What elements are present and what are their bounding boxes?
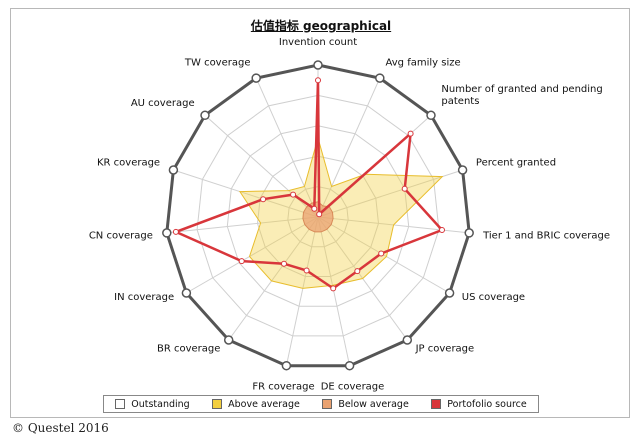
legend-item-portfolio-source[interactable]: Portofolio source <box>431 398 527 410</box>
axis-label-0: Invention count <box>279 37 357 48</box>
point-portfolio-source-3 <box>401 185 408 192</box>
point-outstanding-0 <box>313 60 323 70</box>
grid-ring-4 <box>196 94 440 337</box>
point-portfolio-source-14 <box>311 205 318 212</box>
legend-label-portfolio-source: Portofolio source <box>447 398 527 410</box>
axis-label-6: JP coverage <box>415 343 475 354</box>
series-area-above-average <box>238 136 444 289</box>
point-portfolio-source-4 <box>439 227 445 233</box>
point-portfolio-source-2 <box>407 130 414 137</box>
point-outstanding-11 <box>162 228 172 238</box>
legend-item-outstanding[interactable]: Outstanding <box>115 398 190 410</box>
axis-label-9: BR coverage <box>157 343 220 354</box>
axis-label-1: Avg family size <box>386 57 461 68</box>
point-portfolio-source-1 <box>316 211 323 218</box>
axis-label-8: FR coverage <box>252 381 314 392</box>
axis-label-3: Percent granted <box>476 158 556 169</box>
axis-label-10: IN coverage <box>114 292 174 303</box>
legend-swatch-outstanding <box>115 399 126 409</box>
axis-label-13: AU coverage <box>131 98 195 109</box>
axis-label-4: Tier 1 and BRIC coverage <box>482 230 610 241</box>
legend-swatch-below-average <box>322 399 333 409</box>
radar-chart: Invention count Avg family size Number of … <box>89 37 610 392</box>
point-portfolio-source-10 <box>238 258 245 265</box>
series-line-outstanding <box>165 63 471 368</box>
point-outstanding-12 <box>168 165 179 175</box>
axis-spoke-3 <box>317 169 463 218</box>
axis-label-5: US coverage <box>462 292 525 303</box>
axis-spoke-1 <box>317 77 381 218</box>
point-outstanding-14 <box>251 73 261 83</box>
legend-swatch-above-average <box>212 399 223 409</box>
legend: Outstanding Above average Below average … <box>103 395 539 413</box>
point-outstanding-3 <box>457 165 468 175</box>
point-outstanding-9 <box>223 335 234 345</box>
legend-label-above-average: Above average <box>228 398 300 410</box>
axis-label-11: CN coverage <box>89 230 153 241</box>
point-portfolio-source-11 <box>172 228 179 235</box>
axis-spoke-8 <box>285 216 319 366</box>
point-portfolio-source-0 <box>315 77 321 84</box>
point-outstanding-2 <box>426 110 436 121</box>
point-outstanding-1 <box>375 73 385 83</box>
point-outstanding-5 <box>444 288 455 298</box>
point-outstanding-10 <box>181 288 192 298</box>
chart-title: 估值指标 geographical <box>250 19 392 33</box>
grid-ring-3 <box>226 125 410 307</box>
axis-spoke-9 <box>228 216 319 341</box>
legend-label-outstanding: Outstanding <box>131 398 190 410</box>
legend-swatch-portfolio-source <box>431 399 442 409</box>
legend-item-above-average[interactable]: Above average <box>212 399 300 410</box>
axis-spoke-5 <box>317 216 450 294</box>
axis-spoke-14 <box>255 77 319 218</box>
chart-frame: 估值指标 geographical Invention count Avg fam… <box>10 8 630 418</box>
legend-label-below-average: Below average <box>338 398 409 410</box>
grid-ring-2 <box>256 155 380 277</box>
point-outstanding-8 <box>281 360 292 371</box>
axis-label-12: KR coverage <box>97 158 160 169</box>
point-portfolio-source-6 <box>354 268 361 275</box>
axis-spoke-7 <box>317 216 351 366</box>
point-portfolio-source-5 <box>378 250 385 257</box>
axis-spoke-10 <box>186 216 319 294</box>
point-outstanding-13 <box>200 110 210 121</box>
point-outstanding-7 <box>344 360 355 371</box>
copyright-text: © Questel 2016 <box>12 421 109 435</box>
point-portfolio-source-8 <box>303 267 310 274</box>
point-portfolio-source-12 <box>260 196 267 203</box>
point-outstanding-4 <box>464 228 474 238</box>
grid-ring-1 <box>287 186 349 248</box>
axis-spoke-11 <box>166 216 319 234</box>
point-portfolio-source-13 <box>290 191 297 198</box>
axis-spoke-12 <box>173 169 319 218</box>
axis-label-2: Number of granted and pending patents <box>441 84 602 107</box>
axis-label-7: DE coverage <box>321 381 385 392</box>
point-outstanding-6 <box>402 335 413 345</box>
axis-label-14: TW coverage <box>184 57 251 68</box>
series-line-portfolio-source <box>172 80 445 290</box>
legend-item-below-average[interactable]: Below average <box>322 399 409 410</box>
point-portfolio-source-7 <box>330 285 337 292</box>
point-portfolio-source-9 <box>281 260 287 267</box>
